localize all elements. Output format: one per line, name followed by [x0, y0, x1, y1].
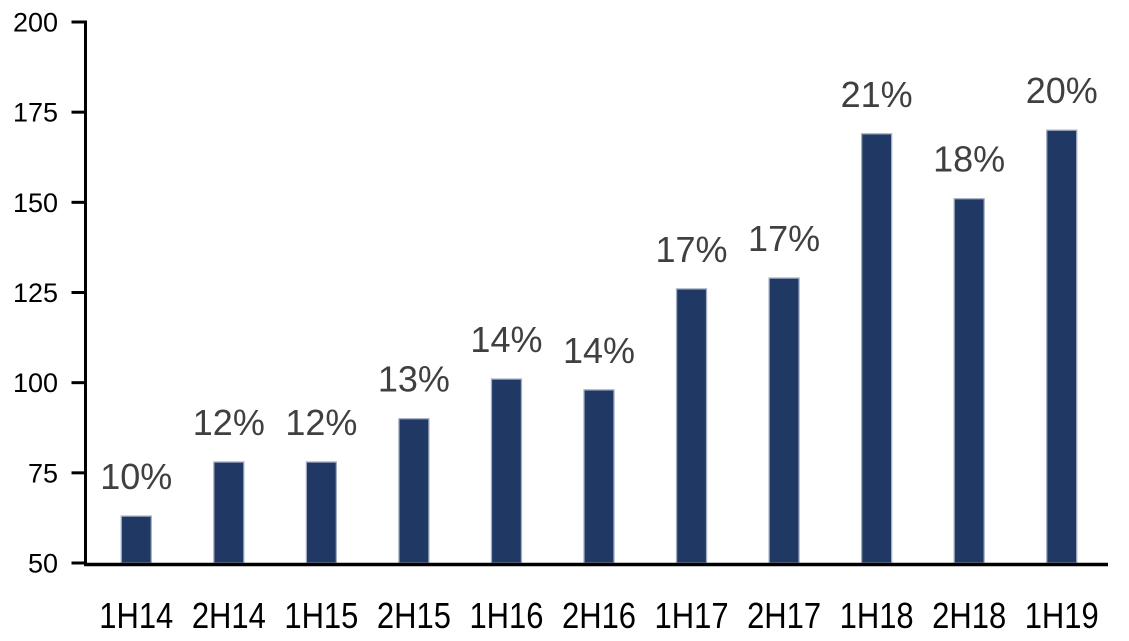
x-tick-label-2H14: 2H14 — [192, 595, 266, 636]
x-tick-label-2H18: 2H18 — [932, 595, 1006, 636]
bar-label-2H14: 12% — [193, 402, 265, 443]
bar-1H19 — [1046, 129, 1078, 564]
x-tick-label-1H16: 1H16 — [469, 595, 543, 636]
bar-2H16 — [583, 389, 615, 564]
bar-label-2H17: 17% — [748, 218, 820, 259]
x-tick-label-1H14: 1H14 — [99, 595, 173, 636]
bar-label-2H18: 18% — [933, 139, 1005, 180]
bar-label-1H17: 17% — [656, 229, 728, 270]
bar-label-1H19: 20% — [1026, 70, 1098, 111]
y-tick-label: 150 — [13, 188, 58, 218]
y-tick-label: 100 — [13, 368, 58, 398]
bar-label-2H16: 14% — [563, 330, 635, 371]
x-tick-label-2H17: 2H17 — [747, 595, 821, 636]
y-tick-label: 175 — [13, 98, 58, 128]
x-tick-label-1H15: 1H15 — [284, 595, 358, 636]
y-tick-label: 75 — [28, 458, 58, 488]
bar-1H17 — [675, 288, 708, 564]
bar-1H16 — [490, 378, 523, 564]
bar-2H17 — [768, 277, 800, 564]
bar-label-1H16: 14% — [470, 319, 542, 360]
y-tick-label: 200 — [13, 8, 58, 38]
bar-1H18 — [860, 133, 893, 564]
y-tick-label: 50 — [28, 549, 58, 579]
y-tick-label: 125 — [13, 278, 58, 308]
x-tick-label-2H16: 2H16 — [562, 595, 636, 636]
x-tick-label-1H17: 1H17 — [655, 595, 729, 636]
bar-1H14 — [120, 515, 152, 564]
bar-2H18 — [953, 198, 985, 564]
bar-label-2H15: 13% — [378, 359, 450, 400]
bar-2H14 — [213, 461, 245, 564]
bar-label-1H15: 12% — [285, 402, 357, 443]
x-tick-label-1H18: 1H18 — [840, 595, 914, 636]
x-tick-label-2H15: 2H15 — [377, 595, 451, 636]
x-tick-label-1H19: 1H19 — [1025, 595, 1099, 636]
bar-label-1H14: 10% — [100, 456, 172, 497]
bar-2H15 — [398, 418, 430, 564]
bar-label-1H18: 21% — [841, 74, 913, 115]
bar-1H15 — [305, 461, 338, 564]
